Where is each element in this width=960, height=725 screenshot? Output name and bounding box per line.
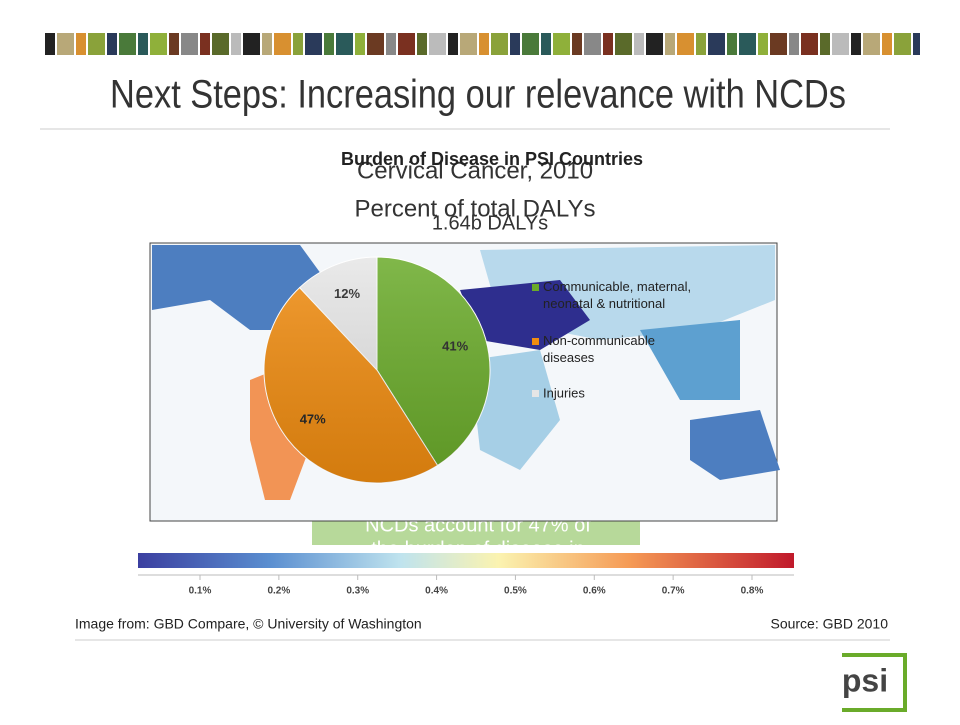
stripe-block (429, 33, 446, 55)
legend-swatch (532, 284, 539, 291)
stripe-block (491, 33, 508, 55)
scale-label: 0.1% (189, 586, 212, 597)
callout-text: the burden of disease in (371, 538, 585, 560)
legend-label: Communicable, maternal, neonatal & nutrit… (543, 279, 691, 311)
map-region (690, 410, 780, 480)
stripe-block (913, 33, 920, 55)
stripe-block (789, 33, 799, 55)
stripe-block (386, 33, 396, 55)
stripe-block (708, 33, 725, 55)
map-region (470, 350, 560, 470)
map-title: Cervical Cancer, 2010 (357, 157, 593, 184)
data-label: 47% (300, 411, 326, 426)
stripe-block (882, 33, 892, 55)
pie: 41% 47% 12% (263, 256, 491, 484)
stripe-block (758, 33, 768, 55)
stripe-block (634, 33, 644, 55)
legend-swatch (532, 390, 539, 397)
stripe-block (510, 33, 520, 55)
data-label: 12% (334, 286, 360, 301)
stripe-block (293, 33, 303, 55)
stripe-block (107, 33, 117, 55)
stripe-block (696, 33, 706, 55)
footer-credit: Image from: GBD Compare, © University of… (75, 616, 422, 632)
legend-label: Non-communicable diseases (543, 333, 655, 365)
stripe-block (212, 33, 229, 55)
stripe-block (553, 33, 570, 55)
stripe-block (541, 33, 551, 55)
legend-label: Injuries (543, 385, 585, 400)
stripe-block (181, 33, 198, 55)
stripe-block (448, 33, 458, 55)
stripe-block (572, 33, 582, 55)
stripe-block (479, 33, 489, 55)
stripe-block (274, 33, 291, 55)
stripe-block (770, 33, 787, 55)
map-subtitle: Percent of total DALYs (354, 195, 595, 222)
stripe-block (832, 33, 849, 55)
stripe-block (801, 33, 818, 55)
logo-text: psi (842, 662, 888, 698)
stripe-block (417, 33, 427, 55)
stripe-block (646, 33, 663, 55)
legend: Communicable, maternal, neonatal & nutrit… (532, 279, 691, 400)
stripe-block (45, 33, 55, 55)
stripe-block (119, 33, 136, 55)
stripe-block (727, 33, 737, 55)
slide-title: Next Steps: Increasing our relevance wit… (110, 71, 846, 116)
stripe-block (863, 33, 880, 55)
chart-subtitle: 1.64b DALYs (432, 212, 548, 234)
scale-label: 0.8% (741, 586, 764, 597)
stripe-block (88, 33, 105, 55)
stripe-block (615, 33, 632, 55)
stripe-block (324, 33, 334, 55)
stripe-block (851, 33, 861, 55)
scale-label: 0.7% (662, 586, 685, 597)
stripe-block (200, 33, 210, 55)
color-scale (138, 553, 794, 568)
chart-title: Burden of Disease in PSI Countries (341, 149, 643, 169)
scale-label: 0.6% (583, 586, 606, 597)
stripe-block (398, 33, 415, 55)
stripe-block (739, 33, 756, 55)
stripe-block (138, 33, 148, 55)
stripe-block (262, 33, 272, 55)
stripe-block (243, 33, 260, 55)
stripe-block (584, 33, 601, 55)
stripe-block (522, 33, 539, 55)
legend-swatch (532, 338, 539, 345)
footer-source: Source: GBD 2010 (770, 616, 888, 632)
data-label: 41% (442, 339, 468, 354)
stripe-block (665, 33, 675, 55)
logo: psi (842, 653, 907, 712)
scale-labels: 0.1% 0.2% 0.3% 0.4% 0.5% 0.6% 0.7% 0.8% (189, 575, 764, 597)
stripe-block (150, 33, 167, 55)
map-region (460, 280, 590, 350)
scale-label: 0.2% (267, 586, 290, 597)
stripe-block (367, 33, 384, 55)
stripe-block (231, 33, 241, 55)
stripe-block (894, 33, 911, 55)
stripe-block (76, 33, 86, 55)
scale-label: 0.3% (346, 586, 369, 597)
stripe-block (603, 33, 613, 55)
scale-label: 0.5% (504, 586, 527, 597)
map-region (640, 320, 740, 400)
scale-label: 0.4% (425, 586, 448, 597)
decor-stripe (45, 33, 920, 55)
stripe-block (57, 33, 74, 55)
stripe-block (336, 33, 353, 55)
stripe-block (820, 33, 830, 55)
stripe-block (305, 33, 322, 55)
stripe-block (677, 33, 694, 55)
stripe-block (169, 33, 179, 55)
stripe-block (460, 33, 477, 55)
stripe-block (355, 33, 365, 55)
logo-frame (842, 653, 907, 712)
